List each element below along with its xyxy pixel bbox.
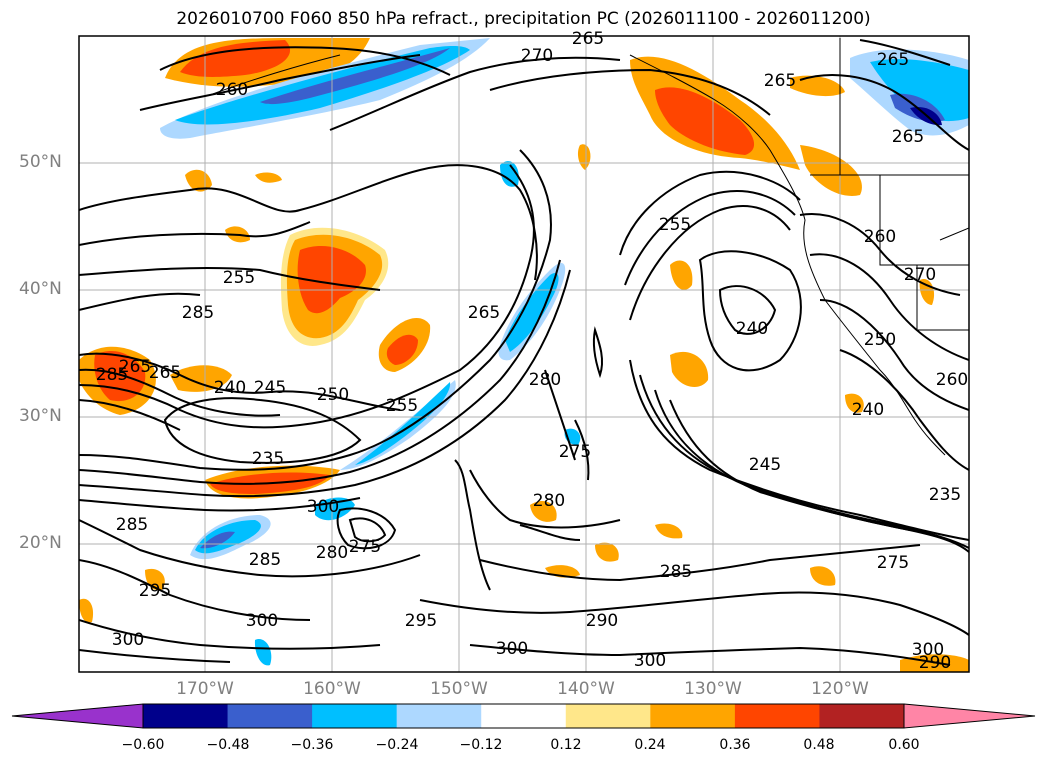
contour-label: 265 <box>877 50 909 70</box>
colorbar-tick-label: −0.48 <box>206 737 250 753</box>
colorbar-extend-low <box>11 703 144 729</box>
lat-tick-label: 40°N <box>19 279 62 299</box>
contour-label: 250 <box>864 330 896 350</box>
contour-label: 290 <box>586 611 618 631</box>
contour-labels: 260 270 265 265 265 265 255 285 265 255 … <box>96 29 968 673</box>
lon-tick-label: 130°W <box>684 679 742 699</box>
colorbar-segment <box>396 704 482 728</box>
lon-tick-label: 120°W <box>811 679 869 699</box>
contour-label: 275 <box>877 553 909 573</box>
contour-label: 250 <box>317 385 349 405</box>
contour-label: 260 <box>936 370 968 390</box>
colorbar-tick-label: −0.60 <box>121 737 165 753</box>
contour-label: 285 <box>249 550 281 570</box>
colorbar-tick-label: 0.60 <box>888 737 920 753</box>
colorbar-tick-label: 0.12 <box>550 737 582 753</box>
colorbar-segment <box>650 704 736 728</box>
contour-label: 255 <box>386 396 418 416</box>
lat-tick-label: 50°N <box>19 152 62 172</box>
contour-label: 245 <box>749 455 781 475</box>
map-frame <box>78 35 970 673</box>
contour-label: 235 <box>929 485 961 505</box>
contour-label: 300 <box>307 497 339 517</box>
contour-label: 285 <box>182 303 214 323</box>
lon-tick-label: 170°W <box>176 679 234 699</box>
contour-label: 295 <box>139 581 171 601</box>
colorbar-segment <box>481 704 567 728</box>
contour-label: 270 <box>521 46 553 66</box>
lat-tick-label: 30°N <box>19 406 62 426</box>
lon-tick-label: 160°W <box>303 679 361 699</box>
contour-label: 240 <box>214 378 246 398</box>
contour-label: 275 <box>559 442 591 462</box>
contour-label: 290 <box>919 653 951 673</box>
colorbar-tick-label: 0.24 <box>634 737 666 753</box>
colorbar-tick-label: 0.36 <box>719 737 751 753</box>
contour-label: 255 <box>659 215 691 235</box>
contour-label: 240 <box>852 400 884 420</box>
contour-label: 300 <box>634 651 666 671</box>
contour-label: 270 <box>904 265 936 285</box>
lon-tick-label: 140°W <box>557 679 615 699</box>
contour-label: 300 <box>246 611 278 631</box>
colorbar-segment <box>227 704 313 728</box>
contour-label: 265 <box>149 363 181 383</box>
refractivity-contours <box>79 39 969 666</box>
figure-title: 2026010700 F060 850 hPa refract., precip… <box>176 9 871 29</box>
grid-lines <box>79 36 969 672</box>
contour-label: 265 <box>892 127 924 147</box>
colorbar-segment <box>312 704 398 728</box>
refractivity-map: 260 270 265 265 265 265 255 285 265 255 … <box>78 29 970 673</box>
contour-label: 235 <box>252 449 284 469</box>
coastlines <box>209 38 969 456</box>
contour-label: 295 <box>405 611 437 631</box>
lon-tick-label: 150°W <box>430 679 488 699</box>
contour-label: 280 <box>533 491 565 511</box>
colorbar-tick-label: −0.24 <box>375 737 419 753</box>
contour-label: 240 <box>736 319 768 339</box>
colorbar-tick-label: 0.48 <box>803 737 835 753</box>
precipitation-shading <box>79 38 969 672</box>
colorbar-extend-high <box>903 703 1036 729</box>
contour-label: 300 <box>112 630 144 650</box>
contour-label: 265 <box>119 357 151 377</box>
contour-label: 265 <box>468 303 500 323</box>
contour-label: 300 <box>912 640 944 660</box>
contour-label: 260 <box>216 80 248 100</box>
contour-label: 285 <box>660 562 692 582</box>
contour-label: 260 <box>864 227 896 247</box>
colorbar-segment <box>819 704 905 728</box>
contour-label: 280 <box>316 543 348 563</box>
colorbar-segment <box>565 704 651 728</box>
contour-label: 300 <box>496 639 528 659</box>
contour-label: 285 <box>96 365 128 385</box>
contour-label: 255 <box>223 268 255 288</box>
lat-tick-label: 20°N <box>19 533 62 553</box>
colorbar-tick-label: −0.36 <box>290 737 334 753</box>
contour-label: 265 <box>572 29 604 49</box>
contour-label: 280 <box>529 370 561 390</box>
colorbar-tick-label: −0.12 <box>459 737 503 753</box>
colorbar-segment <box>143 704 229 728</box>
colorbar-segment <box>734 704 820 728</box>
contour-label: 265 <box>764 71 796 91</box>
contour-label: 245 <box>254 378 286 398</box>
contour-label: 275 <box>349 537 381 557</box>
contour-label: 285 <box>116 515 148 535</box>
